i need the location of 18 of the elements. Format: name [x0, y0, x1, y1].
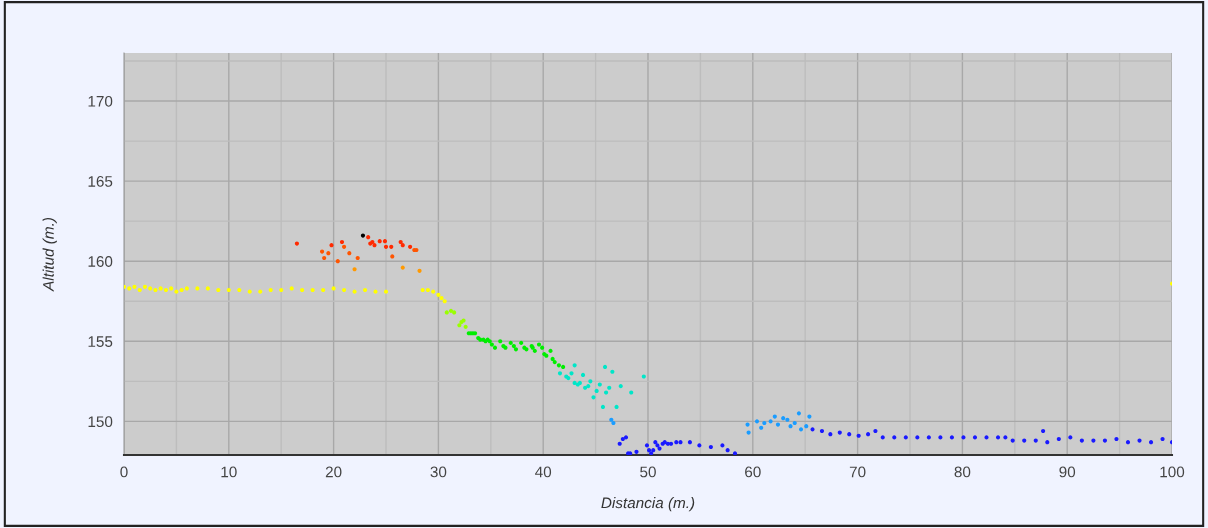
x-tick-label: 40	[535, 466, 552, 478]
y-tick-label: 170	[88, 95, 113, 107]
x-tick-label: 30	[430, 466, 447, 478]
x-tick-label: 20	[325, 466, 342, 478]
x-axis-title: Distancia (m.)	[601, 497, 695, 512]
x-tick-label: 0	[120, 466, 128, 478]
y-tick-label: 160	[88, 256, 113, 267]
y-tick-label: 165	[88, 176, 113, 187]
x-tick-label: 100	[1160, 466, 1185, 478]
y-axis-title: Altitud (m.)	[42, 217, 57, 292]
y-tick-label: 155	[88, 336, 113, 347]
x-tick-label: 70	[849, 466, 866, 478]
x-tick-label: 10	[221, 466, 237, 478]
x-tick-label: 60	[745, 466, 761, 478]
x-tick-label: 90	[1059, 466, 1076, 478]
x-tick-label: 50	[640, 466, 656, 478]
x-tick-label: 80	[954, 466, 971, 478]
y-tick-label: 150	[88, 416, 113, 428]
